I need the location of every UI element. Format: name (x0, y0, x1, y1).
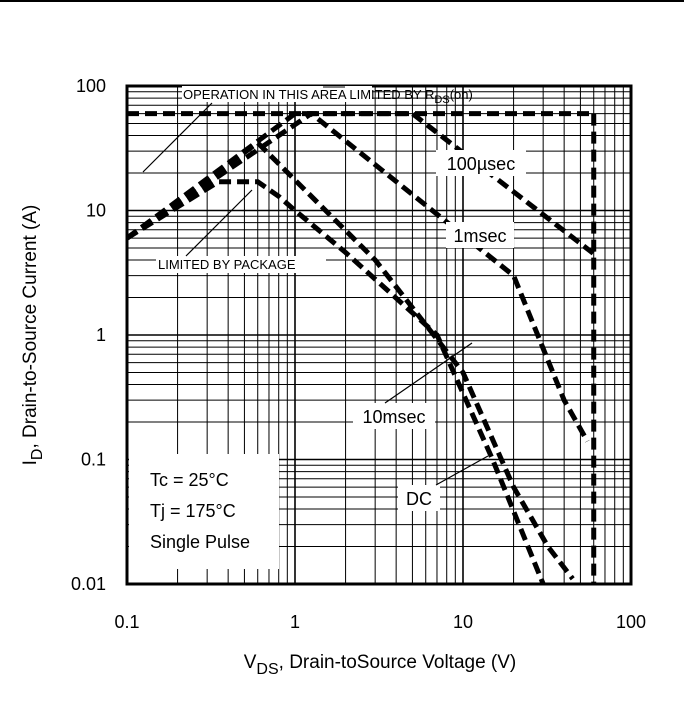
y-tick-label: 0.01 (71, 574, 106, 594)
x-axis-title-main: V (244, 652, 257, 673)
y-tick-label: 100 (76, 76, 106, 96)
curve-100sec (125, 111, 596, 256)
tick-labels: 0.1 1 10 100 0.01 0.1 1 10 100 (71, 76, 646, 632)
x-axis-title-rest: , Drain-toSource Voltage (V) (279, 652, 517, 673)
label-dc: DC (406, 489, 432, 509)
y-axis-title-main: I (20, 460, 41, 465)
plot-frame (125, 84, 633, 586)
curve-labels: 100µsec 1msec 10msec DC (353, 150, 526, 511)
x-tick-label: 1 (290, 612, 300, 632)
x-tick-label: 10 (453, 612, 473, 632)
rds-limit-annotation: OPERATION IN THIS AREA LIMITED BY RDS(on… (142, 86, 473, 173)
label-bg-100sec (436, 150, 526, 176)
package-limit-annotation: LIMITED BY PACKAGE (156, 189, 326, 273)
label-10msec: 10msec (362, 407, 425, 427)
condition-tj: Tj = 175°C (150, 501, 236, 521)
x-axis-title-sub: DS (256, 661, 278, 678)
leader-10msec (384, 342, 473, 404)
condition-tc: Tc = 25°C (150, 470, 229, 490)
y-tick-label: 1 (96, 325, 106, 345)
leader-dc (435, 455, 489, 486)
rds-limit-text: OPERATION IN THIS AREA LIMITED BY R (183, 87, 434, 102)
x-tick-label: 100 (616, 612, 646, 632)
rds-limit-tail: (on) (450, 87, 473, 102)
curve-dc (125, 179, 546, 585)
top-rule (0, 0, 684, 2)
rds-limit-sub: DS (434, 94, 449, 106)
label-1msec: 1msec (453, 226, 506, 246)
y-axis-title-sub: D (29, 449, 46, 461)
package-limit-leader (185, 189, 253, 257)
rds-limit-leader (142, 102, 213, 173)
condition-pulse: Single Pulse (150, 532, 250, 552)
chart-curves (125, 111, 597, 585)
y-axis-title: ID, Drain-to-Source Current (A) (20, 205, 46, 466)
curve-10msec (125, 139, 575, 581)
label-bg-1msec (446, 222, 514, 248)
label-bg-10msec (353, 403, 435, 429)
x-tick-label: 0.1 (114, 612, 139, 632)
svg-text:OPERATION IN THIS AREA LIMITED: OPERATION IN THIS AREA LIMITED BY RDS(on… (183, 87, 473, 106)
y-tick-label: 10 (86, 201, 106, 221)
x-axis-title: VDS, Drain-toSource Voltage (V) (244, 652, 517, 678)
label-100sec: 100µsec (447, 154, 515, 174)
y-tick-label: 0.1 (81, 450, 106, 470)
label-bg-dc (398, 485, 440, 511)
y-axis-title-rest: , Drain-to-Source Current (A) (20, 205, 41, 449)
package-limit-text: LIMITED BY PACKAGE (158, 257, 296, 272)
conditions-box: Tc = 25°C Tj = 175°C Single Pulse (129, 454, 279, 569)
